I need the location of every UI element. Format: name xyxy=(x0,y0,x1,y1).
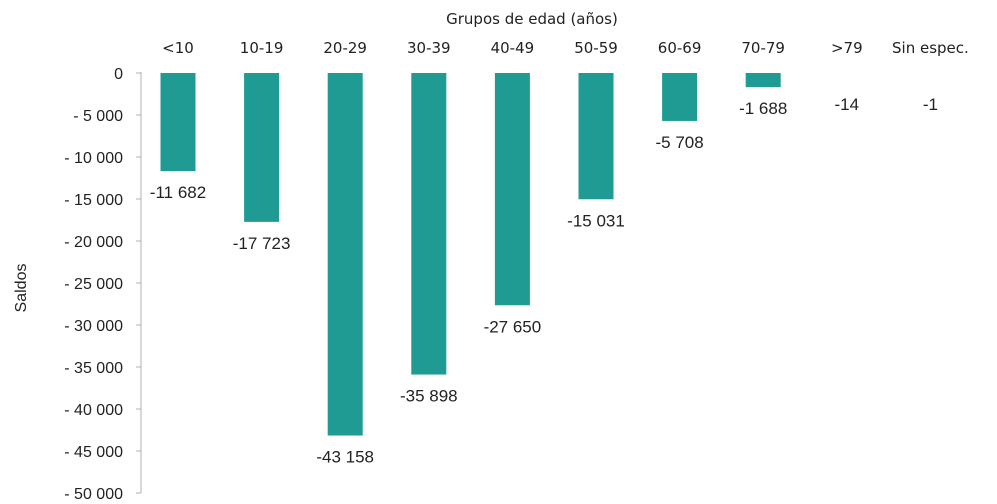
y-tick-label: - 15 000 xyxy=(64,192,123,209)
y-tick-label: 0 xyxy=(114,66,123,83)
data-label: -1 688 xyxy=(739,99,787,118)
y-axis-ticks: 0 - 5 000 - 10 000 - 15 000 - 20 000 - 25 000… xyxy=(64,66,141,503)
bar xyxy=(327,73,363,436)
data-labels: -11 682 -17 723 -43 158 -35 898 -27 650 -15 0… xyxy=(150,95,938,467)
y-tick-label: - 35 000 xyxy=(64,360,123,377)
bar xyxy=(160,73,196,172)
category-label: 20-29 xyxy=(323,39,367,57)
bar xyxy=(244,73,280,222)
data-label: -15 031 xyxy=(567,211,625,230)
category-label: 10-19 xyxy=(240,39,284,57)
data-label: -14 xyxy=(835,95,860,114)
bars xyxy=(160,73,781,436)
category-label: 70-79 xyxy=(741,39,785,57)
data-label: -35 898 xyxy=(400,387,458,406)
category-label: 30-39 xyxy=(407,39,451,57)
y-tick-label: - 40 000 xyxy=(64,402,123,419)
bar xyxy=(578,73,614,200)
data-label: -27 650 xyxy=(484,317,542,336)
category-label: <10 xyxy=(162,39,194,57)
y-tick-label: - 10 000 xyxy=(64,150,123,167)
category-label: 40-49 xyxy=(491,39,535,57)
data-label: -17 723 xyxy=(233,234,291,253)
bar xyxy=(494,73,530,306)
y-tick-label: - 50 000 xyxy=(64,486,123,503)
bar xyxy=(745,73,781,88)
y-tick-label: - 20 000 xyxy=(64,234,123,251)
category-label: Sin espec. xyxy=(892,39,969,57)
bar xyxy=(662,73,698,121)
y-tick-label: - 30 000 xyxy=(64,318,123,335)
y-tick-label: - 25 000 xyxy=(64,276,123,293)
category-label: 50-59 xyxy=(574,39,618,57)
y-axis-title: Saldos xyxy=(13,264,30,313)
x-axis-title: Grupos de edad (años) xyxy=(446,10,618,28)
category-label: 60-69 xyxy=(658,39,702,57)
data-label: -11 682 xyxy=(150,183,206,202)
data-label: -5 708 xyxy=(655,133,703,152)
data-label: -1 xyxy=(923,95,938,114)
category-labels: <10 10-19 20-29 30-39 40-49 50-59 60-69 70-79 >7… xyxy=(162,39,969,57)
category-label: >79 xyxy=(831,39,863,57)
data-label: -43 158 xyxy=(316,448,374,467)
y-tick-label: - 5 000 xyxy=(73,108,123,125)
bar xyxy=(411,73,447,375)
y-tick-label: - 45 000 xyxy=(64,444,123,461)
